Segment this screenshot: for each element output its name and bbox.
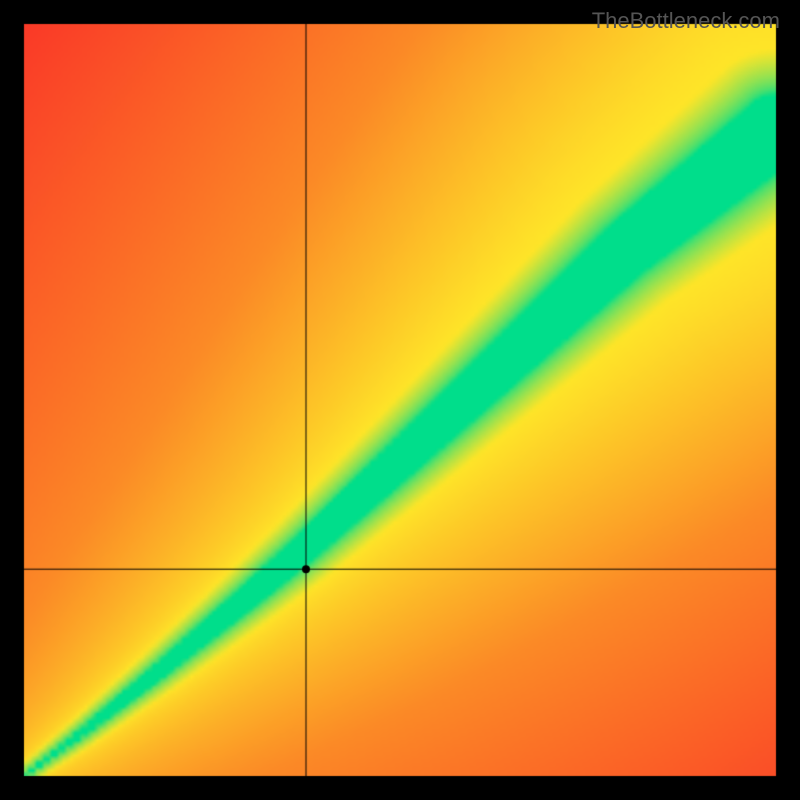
heatmap-chart bbox=[0, 0, 800, 800]
watermark-text: TheBottleneck.com bbox=[592, 8, 780, 34]
chart-container: TheBottleneck.com bbox=[0, 0, 800, 800]
chart-canvas bbox=[0, 0, 800, 800]
